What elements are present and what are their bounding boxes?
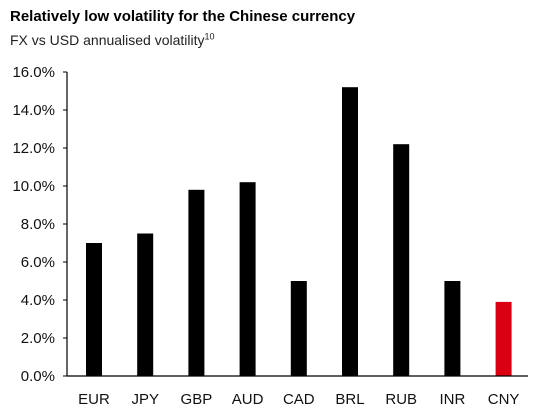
bar-cny	[495, 301, 512, 376]
x-tick-label-gbp: GBP	[181, 391, 213, 408]
x-tick-label-eur: EUR	[78, 391, 110, 408]
chart-subtitle-text: FX vs USD annualised volatility	[10, 32, 205, 48]
bar-gbp	[188, 189, 205, 376]
bar-eur	[86, 243, 102, 376]
y-tick-label: 10.0%	[12, 178, 55, 195]
x-tick-label-aud: AUD	[232, 391, 264, 408]
bar-brl	[342, 87, 358, 376]
bar-aud	[239, 182, 256, 376]
bar-rub	[393, 144, 410, 376]
x-tick-label-cad: CAD	[283, 391, 315, 408]
footnote-marker: 10	[204, 31, 215, 42]
chart-title: Relatively low volatility for the Chines…	[10, 8, 356, 25]
y-axis-ticks: 0.0% 2.0% 4.0% 6.0% 8.0% 10.0% 12.0% 14.0% 16.0%	[12, 64, 67, 385]
y-tick-label: 2.0%	[21, 330, 55, 347]
bar-jpy	[137, 233, 154, 376]
y-tick-label: 0.0%	[21, 368, 55, 385]
bar-inr	[444, 281, 461, 376]
x-axis-labels: EUR JPY GBP AUD CAD BRL RUB INR CNY	[78, 391, 519, 408]
chart-subtitle: FX vs USD annualised volatility10	[10, 32, 215, 48]
y-tick-label: 4.0%	[21, 292, 55, 309]
x-tick-label-inr: INR	[439, 391, 465, 408]
x-tick-label-cny: CNY	[488, 391, 520, 408]
x-tick-label-brl: BRL	[335, 391, 364, 408]
y-tick-label: 16.0%	[12, 64, 55, 81]
x-tick-label-rub: RUB	[385, 391, 417, 408]
bars	[86, 87, 512, 376]
y-tick-label: 14.0%	[12, 102, 55, 119]
bar-cad	[290, 281, 307, 376]
y-tick-label: 8.0%	[21, 216, 55, 233]
y-tick-label: 12.0%	[12, 140, 55, 157]
y-tick-label: 6.0%	[21, 254, 55, 271]
x-tick-label-jpy: JPY	[131, 391, 159, 408]
